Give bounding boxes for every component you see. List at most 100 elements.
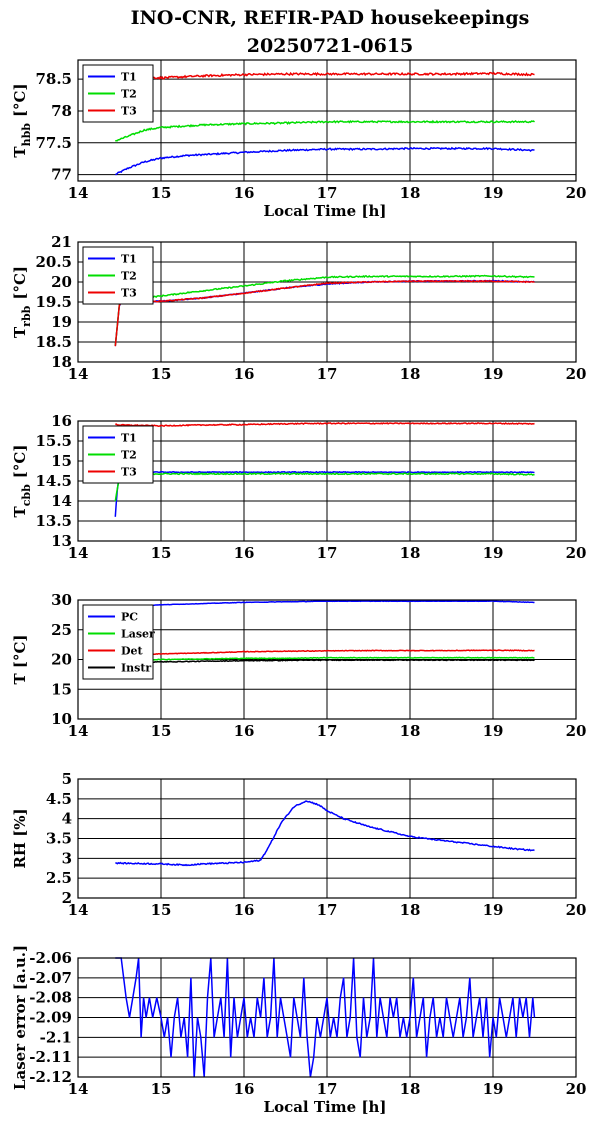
y-axis-label: Thbb[°C] xyxy=(11,83,33,157)
y-tick-label: 18 xyxy=(51,353,72,371)
x-tick-label: 18 xyxy=(400,544,421,562)
legend-entry: T3 xyxy=(121,466,137,479)
legend-entry: Instr xyxy=(121,662,151,675)
x-tick-label: 19 xyxy=(483,901,504,919)
panel-2: 18 18.5 19 19.5 20 20.5 21 14 15 16 17 18 19 20 Trbb[°… xyxy=(11,233,586,383)
y-axis-label: Tcbb[°C] xyxy=(11,445,33,518)
x-tick-label: 18 xyxy=(400,365,421,383)
legend-entry: T1 xyxy=(121,432,137,445)
x-tick-label: 20 xyxy=(566,365,587,383)
x-tick-label: 15 xyxy=(151,1080,172,1098)
y-tick-label: 19.5 xyxy=(35,293,72,311)
legend-entry: Laser xyxy=(121,628,155,641)
series-line-data xyxy=(115,957,536,1078)
x-tick-label: 18 xyxy=(400,722,421,740)
y-tick-label: 10 xyxy=(51,710,72,728)
x-tick-label: 19 xyxy=(483,365,504,383)
panel-5: 2 2.5 33.5 4 4.5 5 14 15 16 17 18 19 20 RH [%] xyxy=(11,770,586,919)
x-tick-label: 18 xyxy=(400,184,421,202)
y-tick-label: 30 xyxy=(51,591,72,609)
x-tick-label: 14 xyxy=(68,1080,89,1098)
panel-6: -2.12 -2.11 -2.1-2.09 -2.08 -2.07 -2.06 14 15 16… xyxy=(11,945,586,1116)
x-tick-label: 18 xyxy=(400,1080,421,1098)
x-tick-label: 19 xyxy=(483,544,504,562)
panels-container: 77 77.5 78 78.5 14 15 16 17 18 19 20 Local Time [h]… xyxy=(11,59,587,1116)
x-tick-label: 19 xyxy=(483,722,504,740)
series-line-instr xyxy=(115,658,535,665)
x-tick-label: 17 xyxy=(317,901,338,919)
y-tick-label: 4.5 xyxy=(46,790,72,808)
series-line-t3 xyxy=(114,279,535,347)
legend: T1 T2 T3 xyxy=(82,64,154,123)
x-tick-label: 16 xyxy=(234,365,255,383)
panel-4: 10 15 20 25 30 14 15 16 17 18 19 20 T [°C] PC Laser Det… xyxy=(11,591,586,740)
legend: T1 T2 T3 xyxy=(82,425,154,484)
y-tick-label: -2.1 xyxy=(40,1028,72,1046)
x-tick-label: 17 xyxy=(317,184,338,202)
legend-entry: T1 xyxy=(121,253,137,266)
x-tick-label: 17 xyxy=(317,544,338,562)
x-tick-label: 20 xyxy=(566,722,587,740)
y-tick-label: 5 xyxy=(62,770,72,788)
y-tick-label: 15 xyxy=(51,680,72,698)
x-tick-label: 15 xyxy=(151,365,172,383)
legend: PC Laser Det Instr xyxy=(82,604,155,680)
y-tick-label: 20 xyxy=(51,273,72,291)
y-axis-label: Laser error [a.u.] xyxy=(11,945,29,1090)
y-tick-label: 78.5 xyxy=(35,70,72,88)
series-line-t3 xyxy=(115,71,535,81)
series-line-t1 xyxy=(114,470,535,517)
x-tick-label: 20 xyxy=(566,544,587,562)
x-tick-label: 16 xyxy=(234,901,255,919)
x-tick-label: 17 xyxy=(317,365,338,383)
y-tick-label: 18.5 xyxy=(35,333,72,351)
y-tick-label: 14 xyxy=(51,492,72,510)
y-tick-label: 78 xyxy=(51,102,72,120)
legend-entry: T2 xyxy=(121,88,137,101)
x-tick-label: 16 xyxy=(234,1080,255,1098)
x-tick-label: 19 xyxy=(483,184,504,202)
x-tick-label: 16 xyxy=(234,722,255,740)
plot-frame xyxy=(77,241,577,363)
series-line-laser xyxy=(115,656,535,662)
y-tick-label: 4 xyxy=(62,810,72,828)
x-tick-label: 17 xyxy=(317,722,338,740)
y-tick-label: 77.5 xyxy=(35,134,72,152)
figure-title-line1: INO-CNR, REFIR-PAD housekeepings xyxy=(131,7,530,29)
y-tick-label: -2.06 xyxy=(29,949,72,967)
x-tick-label: 14 xyxy=(68,365,89,383)
series-line-data xyxy=(115,800,535,867)
y-tick-label: 2.5 xyxy=(46,869,72,887)
x-tick-label: 17 xyxy=(317,1080,338,1098)
x-tick-label: 14 xyxy=(68,184,89,202)
x-tick-label: 15 xyxy=(151,901,172,919)
y-tick-label: -2.08 xyxy=(29,989,72,1007)
y-axis-label: T [°C] xyxy=(11,634,29,684)
plot-frame xyxy=(77,420,577,542)
x-axis-label: Local Time [h] xyxy=(264,1098,387,1116)
series-line-t2 xyxy=(114,274,535,346)
series-line-t1 xyxy=(115,146,535,176)
y-tick-label: 15.5 xyxy=(35,432,72,450)
series-line-t2 xyxy=(114,119,536,142)
legend-entry: T3 xyxy=(121,105,137,118)
plot-frame xyxy=(77,599,577,720)
series-line-t3 xyxy=(115,421,535,428)
plot-frame xyxy=(77,778,577,899)
x-tick-label: 16 xyxy=(234,544,255,562)
plot-frame xyxy=(77,59,577,182)
y-tick-label: 13 xyxy=(51,532,72,550)
x-tick-label: 20 xyxy=(566,901,587,919)
x-tick-label: 19 xyxy=(483,1080,504,1098)
y-tick-label: -2.07 xyxy=(29,969,72,987)
x-tick-label: 15 xyxy=(151,544,172,562)
y-tick-label: 77 xyxy=(51,166,72,184)
y-tick-label: -2.11 xyxy=(29,1048,72,1066)
y-tick-label: 15 xyxy=(51,452,72,470)
y-tick-label: 13.5 xyxy=(35,512,72,530)
y-tick-label: 16 xyxy=(51,412,72,430)
series-line-t1 xyxy=(114,279,535,347)
x-tick-label: 14 xyxy=(68,901,89,919)
x-tick-label: 20 xyxy=(566,184,587,202)
